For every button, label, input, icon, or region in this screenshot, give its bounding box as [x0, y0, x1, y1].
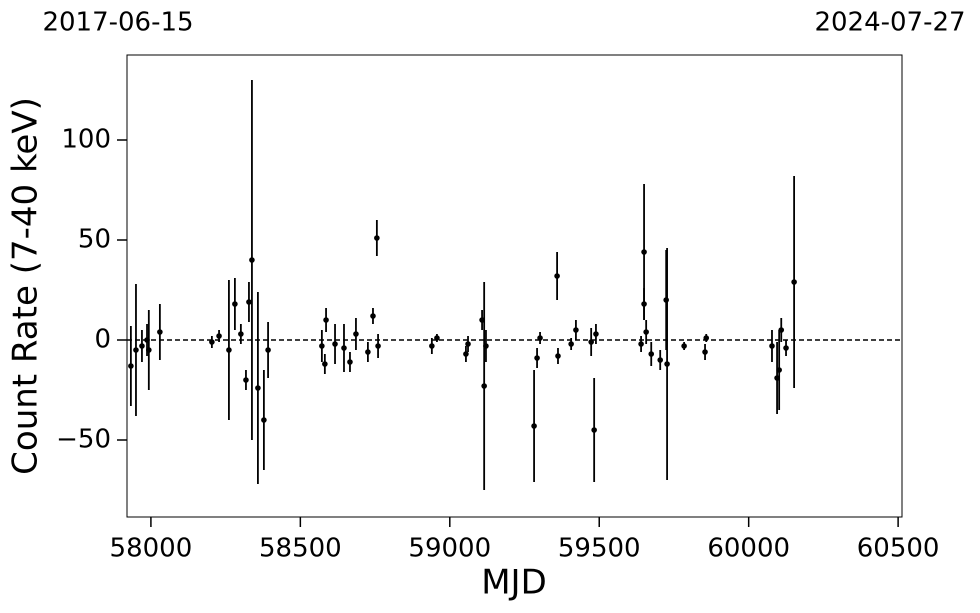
- point: [664, 361, 670, 367]
- point: [353, 331, 359, 337]
- x-tick-label: 59000: [408, 534, 491, 564]
- point: [531, 423, 537, 429]
- point: [238, 331, 244, 337]
- annotation-left: 2017-06-15: [42, 8, 193, 38]
- point: [463, 351, 469, 357]
- point: [365, 349, 371, 355]
- point: [146, 347, 152, 353]
- point: [776, 367, 782, 373]
- point: [332, 341, 338, 347]
- point: [128, 363, 134, 369]
- point: [374, 235, 380, 241]
- point: [657, 357, 664, 363]
- point: [255, 385, 261, 391]
- point: [226, 347, 232, 353]
- x-tick-label: 59500: [558, 534, 641, 564]
- point: [347, 359, 353, 365]
- point: [322, 361, 328, 367]
- point: [216, 333, 222, 339]
- point: [555, 353, 561, 359]
- plot-frame: [126, 54, 903, 518]
- point: [133, 347, 139, 353]
- point: [370, 313, 376, 319]
- point: [769, 343, 775, 349]
- point: [243, 377, 249, 383]
- point: [783, 345, 789, 351]
- annotation-right: 2024-07-27: [814, 8, 965, 38]
- point: [703, 335, 710, 341]
- point: [702, 349, 708, 355]
- x-tick-label: 58500: [259, 534, 342, 564]
- point: [465, 341, 471, 347]
- point: [139, 343, 145, 349]
- y-tick-label: 0: [94, 325, 111, 355]
- point: [537, 335, 543, 341]
- point: [232, 301, 238, 307]
- point: [157, 329, 163, 335]
- point: [434, 335, 440, 341]
- point: [681, 343, 687, 349]
- point: [249, 257, 255, 263]
- point: [591, 427, 597, 433]
- point: [209, 339, 215, 345]
- y-axis-label: Count Rate (7-40 keV): [6, 97, 46, 475]
- point: [778, 327, 785, 333]
- point: [573, 327, 579, 333]
- x-tick-label: 60500: [857, 534, 940, 564]
- point: [341, 345, 347, 351]
- point: [593, 331, 599, 337]
- y-tick-label: −50: [56, 425, 111, 455]
- x-axis-label: MJD: [481, 563, 547, 603]
- point: [643, 329, 649, 335]
- x-tick-label: 58000: [110, 534, 193, 564]
- point: [554, 273, 560, 279]
- point: [265, 347, 271, 353]
- point: [588, 339, 594, 345]
- point: [319, 343, 325, 349]
- y-tick-label: 100: [61, 125, 111, 155]
- point: [638, 341, 644, 347]
- point: [261, 417, 267, 423]
- point: [323, 317, 329, 323]
- point: [648, 351, 655, 357]
- point: [568, 341, 574, 347]
- y-tick-label: 50: [78, 225, 111, 255]
- point: [791, 279, 797, 285]
- point: [246, 299, 252, 305]
- point: [641, 249, 647, 255]
- point: [429, 343, 435, 349]
- point: [534, 355, 540, 361]
- point: [641, 301, 647, 307]
- point: [481, 383, 487, 389]
- x-tick-label: 60000: [707, 534, 790, 564]
- point: [483, 343, 489, 349]
- point: [375, 343, 381, 349]
